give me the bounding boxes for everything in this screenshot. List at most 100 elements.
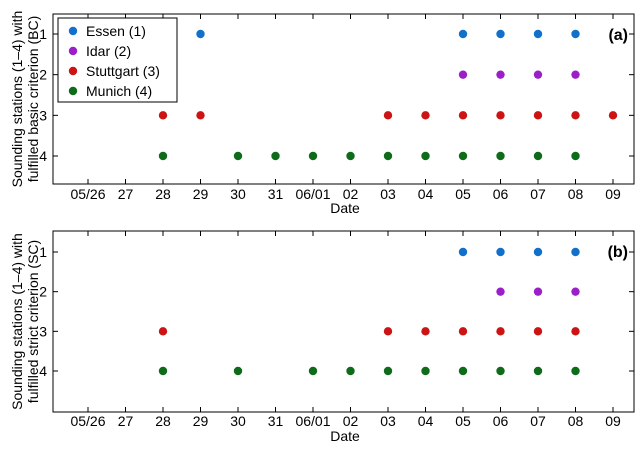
- panel-b-point-idar: [571, 287, 580, 296]
- panel-b-point-idar: [496, 287, 505, 296]
- panel-a-y-tick-label: 2: [39, 67, 47, 83]
- panel-a-point-stuttgart: [571, 111, 580, 120]
- panel-b-y-tick-label: 2: [39, 284, 47, 300]
- panel-b-x-axis-label: Date: [330, 428, 360, 444]
- panel-b-point-stuttgart: [421, 327, 430, 336]
- panel-a-point-munich: [458, 151, 468, 161]
- panel-b-point-munich: [233, 366, 243, 376]
- panel-a-point-essen: [458, 29, 468, 39]
- panel-a-plot-frame: [52, 13, 635, 185]
- panel-b-point-stuttgart: [158, 327, 168, 336]
- panel-b-point-essen: [496, 247, 505, 257]
- panel-b-point-stuttgart: [458, 327, 468, 336]
- panel-a-x-tick-label: 27: [118, 186, 134, 202]
- panel-a-point-munich: [383, 151, 393, 161]
- panel-a-point-munich: [421, 151, 430, 161]
- panel-a-point-stuttgart: [458, 111, 468, 120]
- panel-b-y-tick-label: 3: [39, 323, 47, 339]
- panel-b-point-munich: [308, 366, 318, 376]
- panel-a-y-axis-label-line1: Sounding stations (1–4) with: [9, 11, 25, 188]
- panel-b-point-munich: [496, 366, 505, 376]
- panel-b-point-essen: [571, 247, 580, 257]
- panel-a-point-idar: [533, 70, 543, 79]
- panel-b-x-tick-label: 04: [418, 413, 434, 429]
- panel-a-y-axis-label-line2: fulfilled basic criterion (BC): [25, 16, 41, 183]
- panel-a-x-tick-label: 05/26: [70, 186, 105, 202]
- panel-b-point-idar: [533, 287, 543, 296]
- panel-b-x-tick-label: 30: [230, 413, 246, 429]
- panel-b-plot-frame: [52, 230, 635, 413]
- panel-b-x-tick-label: 05/26: [70, 413, 105, 429]
- panel-a-point-stuttgart: [383, 111, 393, 120]
- panel-a-point-munich: [158, 151, 168, 161]
- panel-a-point-idar: [571, 70, 580, 79]
- panel-a-point-idar: [496, 70, 505, 79]
- panel-a-point-munich: [233, 151, 243, 161]
- panel-a-x-tick-label: 30: [230, 186, 246, 202]
- panel-a-point-essen: [571, 29, 580, 39]
- panel-a-point-munich: [571, 151, 580, 161]
- panel-b-point-munich: [458, 366, 468, 376]
- panel-a-point-stuttgart: [608, 111, 618, 120]
- panel-b-y-tick-label: 4: [39, 363, 47, 379]
- panel-a-y-tick-label: 1: [39, 26, 47, 42]
- panel-a-point-stuttgart: [421, 111, 430, 120]
- legend-box: [57, 17, 178, 103]
- panel-b-point-munich: [383, 366, 393, 376]
- legend-marker-stuttgart: [68, 66, 78, 76]
- panel-b-x-tick-label: 05: [455, 413, 471, 429]
- panel-a-point-stuttgart: [158, 111, 168, 120]
- panel-b-point-munich: [158, 366, 168, 376]
- legend-label-munich: Munich (4): [86, 83, 152, 99]
- panel-a-point-essen: [533, 29, 543, 39]
- panel-a-x-tick-label: 03: [380, 186, 396, 202]
- panel-a-x-tick-label: 08: [568, 186, 584, 202]
- panel-a-point-munich: [346, 151, 355, 161]
- panel-a-point-essen: [496, 29, 505, 39]
- panel-b-x-tick-label: 28: [155, 413, 171, 429]
- panel-b-x-tick-label: 31: [268, 413, 284, 429]
- legend-label-stuttgart: Stuttgart (3): [86, 63, 160, 79]
- panel-a-x-tick-label: 04: [418, 186, 434, 202]
- panel-a-point-munich: [271, 151, 280, 161]
- legend-label-idar: Idar (2): [86, 43, 131, 59]
- panel-a-x-tick-label: 28: [155, 186, 171, 202]
- panel-a-point-idar: [458, 70, 468, 79]
- panel-b-x-tick-label: 06: [493, 413, 509, 429]
- panel-a-point-stuttgart: [196, 111, 205, 120]
- legend-marker-idar: [68, 46, 78, 56]
- panel-b-point-stuttgart: [383, 327, 393, 336]
- panel-a-point-munich: [496, 151, 505, 161]
- panel-a-x-tick-label: 02: [343, 186, 359, 202]
- panel-b-x-tick-label: 02: [343, 413, 359, 429]
- panel-a-y-tick-label: 3: [39, 107, 47, 123]
- panel-b-panel-label: (b): [608, 244, 628, 261]
- panel-a-point-stuttgart: [496, 111, 505, 120]
- panel-a-x-tick-label: 07: [530, 186, 546, 202]
- panel-a-x-tick-label: 06/01: [295, 186, 330, 202]
- panel-b-point-munich: [533, 366, 543, 376]
- panel-b-x-tick-label: 08: [568, 413, 584, 429]
- panel-b-point-stuttgart: [533, 327, 543, 336]
- panel-b-x-tick-label: 27: [118, 413, 134, 429]
- panel-a-x-axis-label: Date: [330, 200, 360, 216]
- panel-b-y-tick-label: 1: [39, 244, 47, 260]
- panel-b-y-axis-label-line2: fulfilled strict criterion (SC): [25, 240, 41, 403]
- panel-a-x-tick-label: 31: [268, 186, 284, 202]
- legend-marker-munich: [68, 86, 78, 96]
- panel-b-x-tick-label: 09: [605, 413, 621, 429]
- legend-marker-essen: [68, 26, 78, 36]
- panel-b-point-essen: [458, 247, 468, 257]
- panel-b-x-tick-label: 06/01: [295, 413, 330, 429]
- panel-a-x-tick-label: 29: [193, 186, 209, 202]
- panel-b-x-tick-label: 07: [530, 413, 546, 429]
- panel-a-x-tick-label: 05: [455, 186, 471, 202]
- legend-label-essen: Essen (1): [86, 23, 146, 39]
- panel-b-x-tick-label: 29: [193, 413, 209, 429]
- panel-a-x-tick-label: 06: [493, 186, 509, 202]
- panel-b-y-axis-label-line1: Sounding stations (1–4) with: [9, 233, 25, 410]
- panel-a-panel-label: (a): [608, 27, 628, 44]
- panel-b-point-munich: [421, 366, 430, 376]
- panel-b-point-stuttgart: [571, 327, 580, 336]
- panel-b-point-essen: [533, 247, 543, 257]
